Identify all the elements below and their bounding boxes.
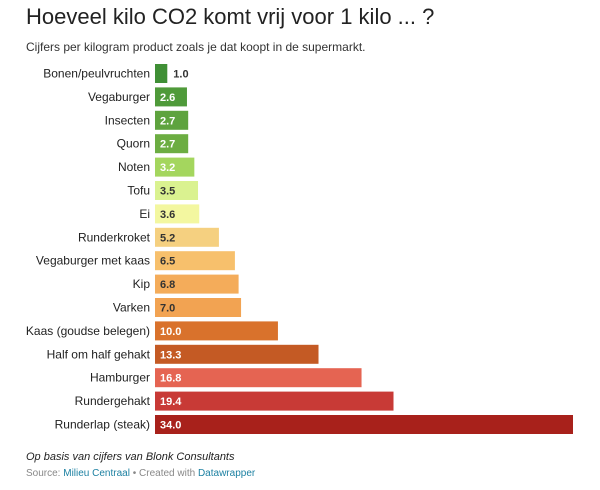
source-prefix: Source: (26, 468, 61, 479)
chart-title: Hoeveel kilo CO2 komt vrij voor 1 kilo .… (26, 4, 435, 29)
value-label: 2.6 (160, 92, 175, 104)
value-label: 16.8 (160, 373, 181, 385)
value-label: 6.5 (160, 256, 175, 268)
bar-chart: Bonen/peulvruchten 1.0 Vegaburger 2.6 Insect… (26, 64, 573, 434)
value-label: 34.0 (160, 420, 181, 432)
category-label: Vegaburger (88, 90, 150, 104)
chart-subtitle: Cijfers per kilogram product zoals je da… (26, 40, 366, 54)
category-label: Runderkroket (78, 230, 151, 244)
category-label: Hamburger (90, 371, 150, 385)
bar (155, 181, 199, 200)
bar (155, 298, 242, 317)
source-line: Source: Milieu Centraal • Created with D… (26, 468, 255, 479)
category-label: Kip (133, 277, 151, 291)
footer-note: Op basis van cijfers van Blonk Consultan… (26, 451, 235, 463)
value-label: 1.0 (173, 69, 188, 81)
value-label: 2.7 (160, 115, 175, 127)
bar (155, 134, 189, 154)
bar (155, 415, 573, 434)
category-label: Insecten (105, 113, 150, 127)
datawrapper-link[interactable]: Datawrapper (197, 468, 256, 479)
category-label: Varken (113, 301, 150, 315)
category-label: Runderlap (steak) (55, 418, 150, 432)
value-label: 3.6 (160, 209, 175, 221)
value-label: 5.2 (160, 232, 175, 244)
bar (155, 251, 235, 271)
bar (155, 321, 278, 341)
value-label: 13.3 (160, 349, 181, 361)
bar (155, 204, 200, 224)
bar (155, 227, 219, 247)
bar (155, 157, 195, 177)
separator: • (132, 468, 137, 479)
category-label: Quorn (117, 137, 150, 151)
created-with-text: Created with (139, 468, 196, 479)
source-link[interactable]: Milieu Centraal (63, 468, 130, 479)
bar (155, 110, 189, 130)
category-label: Ei (139, 207, 150, 221)
category-label: Kaas (goudse belegen) (26, 324, 150, 338)
category-label: Rundergehakt (75, 394, 151, 408)
category-label: Vegaburger met kaas (36, 254, 150, 268)
bar (155, 344, 319, 364)
value-label: 3.2 (160, 162, 175, 174)
bar (155, 391, 394, 411)
bar (155, 87, 187, 107)
category-label: Bonen/peulvruchten (43, 67, 150, 81)
bar (155, 274, 239, 294)
bar (155, 368, 362, 388)
category-label: Tofu (127, 184, 150, 198)
value-label: 2.7 (160, 139, 175, 151)
value-label: 7.0 (160, 303, 175, 315)
category-label: Half om half gehakt (47, 347, 151, 361)
value-label: 3.5 (160, 186, 175, 198)
bar (155, 64, 168, 83)
value-label: 6.8 (160, 279, 175, 291)
value-label: 19.4 (160, 396, 182, 408)
category-label: Noten (118, 160, 150, 174)
value-label: 10.0 (160, 326, 181, 338)
